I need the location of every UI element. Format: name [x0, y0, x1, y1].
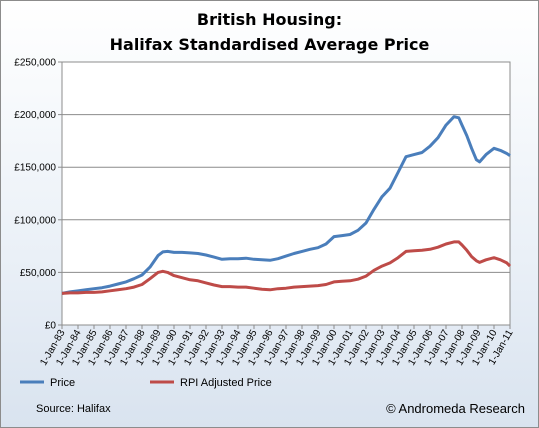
y-tick-label: £200,000	[14, 110, 56, 121]
y-tick-label: £250,000	[14, 58, 56, 69]
credit-note: © Andromeda Research	[386, 401, 525, 416]
legend-label: RPI Adjusted Price	[180, 377, 272, 389]
gridlines	[62, 61, 510, 273]
y-tick-label: £50,000	[20, 268, 57, 279]
y-axis: £0 £50,000 £100,000 £150,000 £200,000 £250,00…	[14, 58, 62, 332]
plot-area	[61, 61, 511, 326]
series-group	[61, 115, 512, 295]
chart-title-line2: Halifax Standardised Average Price	[109, 35, 430, 54]
source-note: Source: Halifax	[36, 403, 111, 415]
y-tick-label: £0	[45, 321, 57, 332]
legend: Price RPI Adjusted Price	[20, 377, 272, 389]
series-line-price	[61, 115, 511, 295]
y-tick-label: £100,000	[14, 215, 56, 226]
y-tick-label: £150,000	[14, 163, 56, 174]
series-line-rpi-adjusted-price	[61, 240, 512, 295]
x-axis: 1-Jan-831-Jan-841-Jan-851-Jan-861-Jan-87…	[38, 325, 516, 368]
legend-label: Price	[50, 377, 75, 389]
chart-title-line1: British Housing:	[196, 10, 343, 29]
